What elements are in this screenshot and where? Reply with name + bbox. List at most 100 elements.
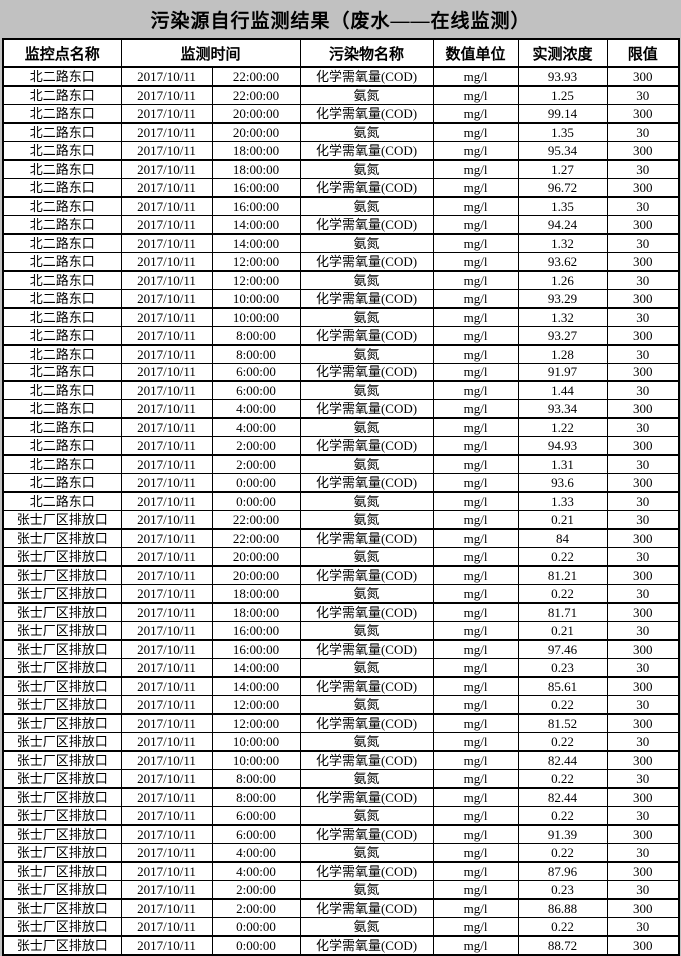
cell-site: 北二路东口 [2,473,122,494]
cell-time: 20:00:00 [211,565,301,586]
cell-date: 2017/10/11 [120,344,213,364]
cell-date: 2017/10/11 [120,787,213,807]
cell-concentration: 86.88 [517,898,608,918]
cell-site: 张士厂区排放口 [2,657,122,678]
cell-limit: 300 [606,288,680,309]
cell-time: 10:00:00 [211,288,301,309]
cell-site: 张士厂区排放口 [2,528,122,549]
cell-unit: mg/l [432,547,519,568]
cell-time: 2:00:00 [211,898,301,918]
cell-concentration: 84 [517,528,608,549]
cell-limit: 300 [606,214,680,235]
cell-pollutant: 氨氮 [299,547,434,568]
cell-unit: mg/l [432,325,519,346]
cell-limit: 30 [606,510,680,531]
cell-time: 12:00:00 [211,270,301,290]
cell-concentration: 94.93 [517,436,608,457]
cell-limit: 30 [606,731,680,752]
cell-concentration: 0.23 [517,657,608,678]
cell-time: 6:00:00 [211,380,301,401]
monitoring-results-table: 监控点名称 监测时间 污染物名称 数值单位 实测浓度 限值 北二路东口 2017… [2,38,681,956]
cell-time: 10:00:00 [211,750,301,770]
cell-time: 10:00:00 [211,731,301,752]
cell-date: 2017/10/11 [120,547,213,568]
cell-pollutant: 氨氮 [299,196,434,216]
cell-time: 16:00:00 [211,196,301,216]
cell-concentration: 0.23 [517,879,608,900]
cell-limit: 30 [606,768,680,789]
cell-site: 张士厂区排放口 [2,584,122,605]
cell-pollutant: 氨氮 [299,380,434,401]
cell-concentration: 0.22 [517,916,608,937]
table-row: 北二路东口 2017/10/11 0:00:00 化学需氧量(COD) mg/l… [2,473,680,494]
cell-concentration: 1.26 [517,270,608,290]
cell-unit: mg/l [432,510,519,531]
cell-limit: 30 [606,344,680,364]
cell-pollutant: 化学需氧量(COD) [299,602,434,623]
cell-limit: 30 [606,842,680,863]
cell-concentration: 88.72 [517,935,608,955]
cell-concentration: 91.39 [517,824,608,844]
cell-limit: 30 [606,657,680,678]
cell-time: 0:00:00 [211,473,301,494]
cell-site: 北二路东口 [2,270,122,290]
cell-pollutant: 化学需氧量(COD) [299,750,434,770]
cell-pollutant: 化学需氧量(COD) [299,288,434,309]
cell-site: 张士厂区排放口 [2,750,122,770]
cell-pollutant: 氨氮 [299,122,434,142]
cell-site: 北二路东口 [2,288,122,309]
cell-date: 2017/10/11 [120,473,213,494]
cell-pollutant: 化学需氧量(COD) [299,898,434,918]
cell-date: 2017/10/11 [120,454,213,475]
cell-unit: mg/l [432,177,519,198]
cell-unit: mg/l [432,787,519,807]
cell-unit: mg/l [432,731,519,752]
cell-pollutant: 化学需氧量(COD) [299,103,434,124]
cell-concentration: 0.22 [517,584,608,605]
cell-limit: 30 [606,85,680,105]
cell-pollutant: 氨氮 [299,233,434,253]
cell-date: 2017/10/11 [120,122,213,142]
cell-limit: 300 [606,861,680,881]
cell-unit: mg/l [432,196,519,216]
table-row: 北二路东口 2017/10/11 10:00:00 化学需氧量(COD) mg/… [2,288,680,309]
cell-unit: mg/l [432,491,519,512]
cell-concentration: 93.6 [517,473,608,494]
cell-concentration: 93.27 [517,325,608,346]
column-header-pollutant: 污染物名称 [299,38,434,68]
cell-site: 北二路东口 [2,417,122,438]
cell-pollutant: 化学需氧量(COD) [299,676,434,696]
cell-time: 6:00:00 [211,362,301,383]
cell-concentration: 1.33 [517,491,608,512]
cell-date: 2017/10/11 [120,325,213,346]
cell-date: 2017/10/11 [120,103,213,124]
cell-unit: mg/l [432,713,519,733]
table-row: 北二路东口 2017/10/11 18:00:00 氨氮 mg/l 1.27 3… [2,159,680,179]
table-row: 北二路东口 2017/10/11 8:00:00 化学需氧量(COD) mg/l… [2,325,680,346]
cell-site: 张士厂区排放口 [2,861,122,881]
cell-unit: mg/l [432,916,519,937]
cell-concentration: 0.21 [517,621,608,642]
table-row: 张士厂区排放口 2017/10/11 14:00:00 氨氮 mg/l 0.23… [2,657,680,678]
cell-limit: 300 [606,787,680,807]
cell-concentration: 0.22 [517,768,608,789]
cell-unit: mg/l [432,621,519,642]
cell-unit: mg/l [432,528,519,549]
cell-pollutant: 化学需氧量(COD) [299,66,434,87]
cell-time: 16:00:00 [211,177,301,198]
cell-site: 北二路东口 [2,344,122,364]
cell-limit: 30 [606,694,680,715]
cell-limit: 300 [606,436,680,457]
cell-concentration: 0.22 [517,547,608,568]
cell-unit: mg/l [432,898,519,918]
cell-pollutant: 化学需氧量(COD) [299,713,434,733]
cell-unit: mg/l [432,399,519,420]
table-row: 北二路东口 2017/10/11 14:00:00 氨氮 mg/l 1.32 3… [2,233,680,253]
cell-site: 北二路东口 [2,177,122,198]
cell-time: 0:00:00 [211,491,301,512]
cell-time: 22:00:00 [211,66,301,87]
cell-time: 2:00:00 [211,454,301,475]
cell-date: 2017/10/11 [120,436,213,457]
cell-date: 2017/10/11 [120,731,213,752]
cell-unit: mg/l [432,140,519,161]
